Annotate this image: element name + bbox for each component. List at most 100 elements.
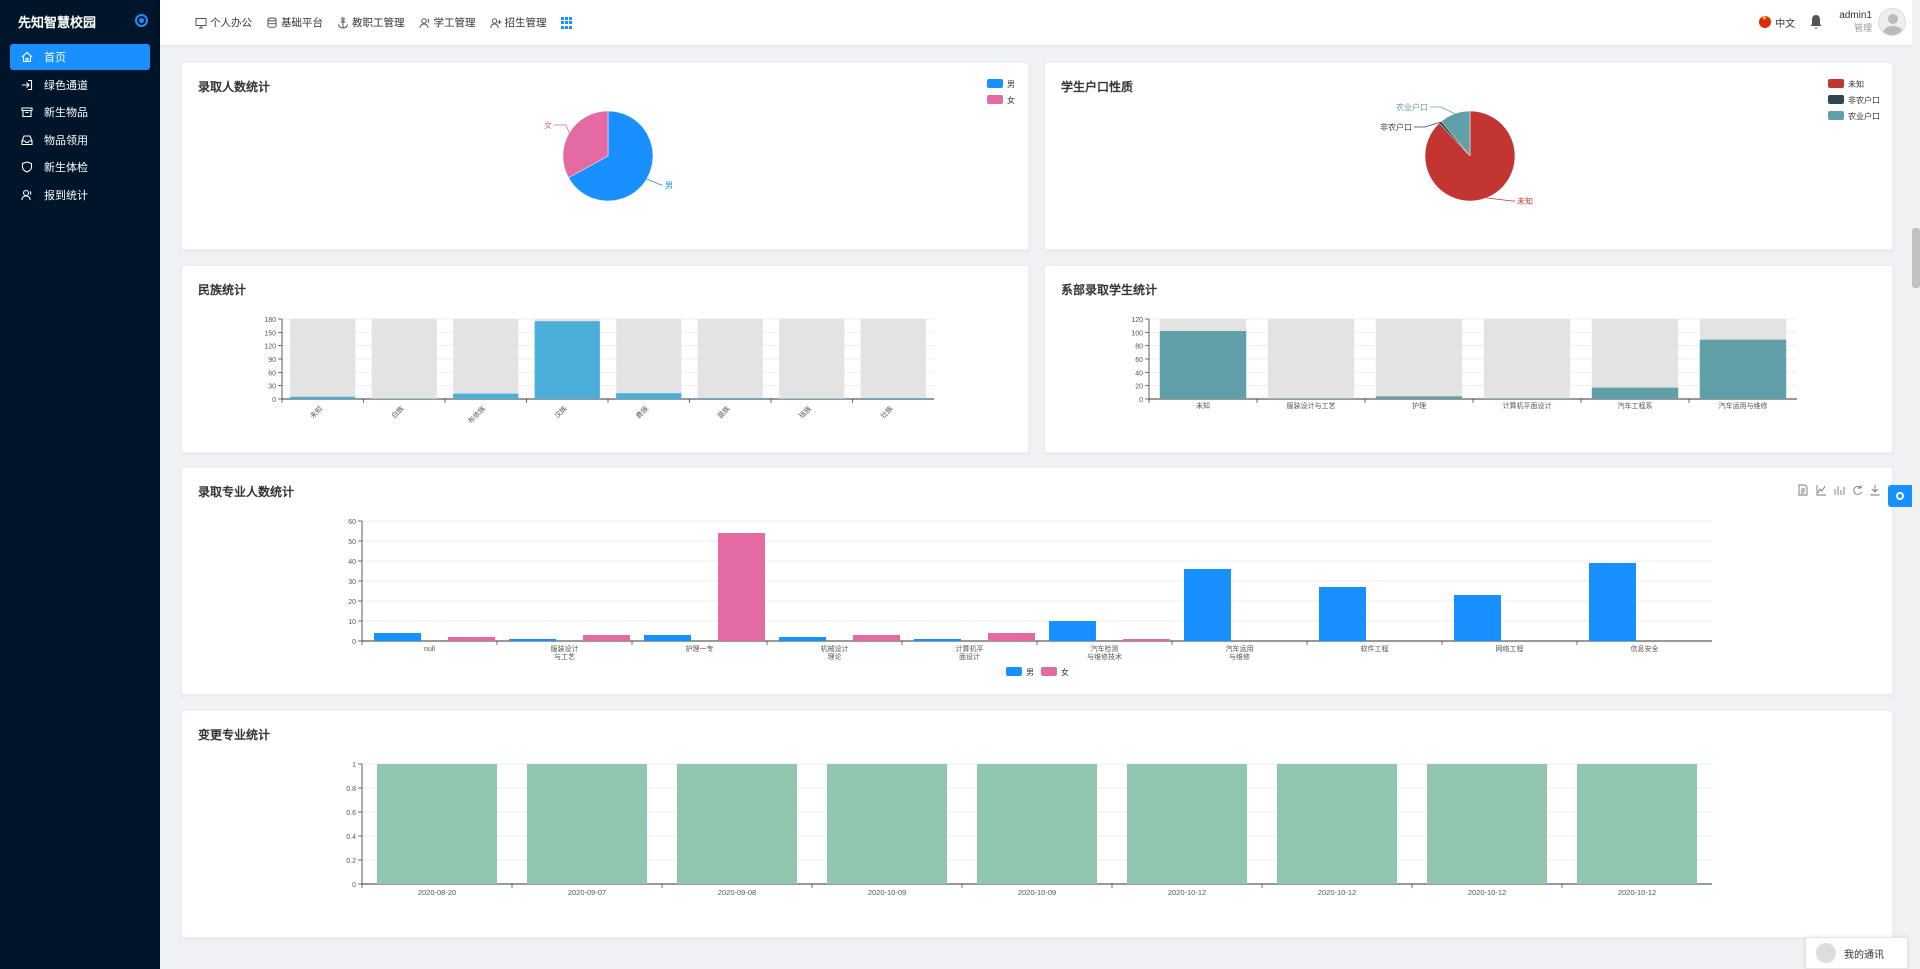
legend-label: 女 xyxy=(1007,95,1015,105)
card-title: 录取人数统计 xyxy=(198,80,271,94)
menu-admissions[interactable]: 招生管理 xyxy=(489,15,547,30)
sidebar-item-item-claim[interactable]: 物品领用 xyxy=(10,127,150,153)
bar-background xyxy=(616,319,682,399)
bar-chart-icon[interactable] xyxy=(1834,486,1845,495)
menu-apps-grid[interactable] xyxy=(560,15,573,30)
x-tick-label: 2020-08-20 xyxy=(418,888,456,897)
bar xyxy=(644,635,691,641)
sidebar: 先知智慧校园 首页 绿色通道 新生物品 物品领用 新生体检 报到统计 xyxy=(0,0,160,969)
bar xyxy=(1277,764,1397,884)
pie-label: 未知 xyxy=(1517,196,1533,206)
bell-icon[interactable] xyxy=(1809,14,1823,30)
x-tick-label: 软件工程 xyxy=(1361,644,1389,653)
x-tick-label: 信息安全 xyxy=(1631,644,1659,653)
legend-label: 女 xyxy=(1061,667,1069,677)
bar-background xyxy=(779,319,845,399)
legend-swatch xyxy=(1006,667,1022,676)
y-tick-label: 0 xyxy=(352,882,356,889)
x-tick-label: 机械设计 xyxy=(821,644,849,653)
settings-toggle-icon[interactable] xyxy=(135,14,148,27)
sidebar-item-medical-check[interactable]: 新生体检 xyxy=(10,154,150,180)
sidebar-item-label: 首页 xyxy=(44,52,66,64)
china-flag-icon[interactable] xyxy=(1759,14,1772,28)
language-switch[interactable]: 中文 xyxy=(1775,18,1796,30)
floating-settings-button[interactable] xyxy=(1888,485,1912,507)
x-tick-label: 与维修 xyxy=(1229,652,1250,661)
sidebar-item-green-channel[interactable]: 绿色通道 xyxy=(10,72,150,98)
bar xyxy=(1375,396,1463,399)
line-chart-icon[interactable] xyxy=(1816,485,1826,496)
x-tick-label: 理论 xyxy=(828,652,842,661)
y-tick-label: 120 xyxy=(1131,317,1143,324)
pie-label-line xyxy=(554,124,570,134)
x-tick-label: 2020-10-09 xyxy=(868,888,906,897)
legend-swatch xyxy=(1041,667,1057,676)
sidebar-item-label: 物品领用 xyxy=(44,134,88,147)
home-icon xyxy=(20,50,34,64)
bar xyxy=(1454,595,1501,641)
bar xyxy=(779,637,826,641)
sidebar-item-home[interactable]: 首页 xyxy=(10,44,150,70)
x-tick-label: 面设计 xyxy=(959,652,980,661)
username: admin1 xyxy=(1839,10,1872,21)
pie-label: 女 xyxy=(544,120,552,130)
x-tick-label: 计算机平面设计 xyxy=(1503,401,1552,410)
y-tick-label: 0.8 xyxy=(346,786,356,793)
menu-base-platform[interactable]: 基础平台 xyxy=(266,15,323,30)
sidebar-item-report-stats[interactable]: 报到统计 xyxy=(10,182,150,208)
menu-staff-management[interactable]: 教职工管理 xyxy=(337,15,405,30)
bar-background xyxy=(860,319,926,399)
x-tick-label: 护理一专 xyxy=(686,644,714,653)
bar xyxy=(697,398,763,399)
refresh-icon[interactable] xyxy=(1853,485,1862,495)
pie-label: 非农户口 xyxy=(1380,122,1412,132)
grid-icon xyxy=(560,17,573,29)
document-icon[interactable] xyxy=(1798,484,1808,496)
x-tick-label: 2020-10-12 xyxy=(1168,888,1206,897)
sidebar-item-new-items[interactable]: 新生物品 xyxy=(10,99,150,125)
menu-label: 个人办公 xyxy=(210,17,252,29)
x-tick-label: 护理 xyxy=(1412,401,1426,410)
bar xyxy=(977,764,1097,884)
bar xyxy=(1319,587,1366,641)
y-tick-label: 180 xyxy=(264,317,276,324)
y-tick-label: 90 xyxy=(268,357,276,364)
database-icon xyxy=(266,17,278,29)
menu-student-affairs[interactable]: 学工管理 xyxy=(419,15,476,30)
legend-swatch xyxy=(1828,111,1844,120)
legend-label: 未知 xyxy=(1848,79,1864,89)
user-info[interactable]: admin1 管理 xyxy=(1839,10,1872,34)
legend-label: 男 xyxy=(1007,80,1015,89)
sidebar-item-label: 报到统计 xyxy=(44,189,88,202)
user-role: 管理 xyxy=(1853,23,1872,33)
chat-label: 我的通讯 xyxy=(1844,949,1884,961)
legend-label: 农业户口 xyxy=(1848,111,1880,121)
scrollbar-thumb[interactable] xyxy=(1912,228,1920,288)
bar-background xyxy=(1483,319,1571,399)
bar xyxy=(1483,398,1571,399)
avatar[interactable] xyxy=(1878,8,1906,36)
top-navbar: 个人办公 基础平台 教职工管理 学工管理 招生管理 中文 admin1 管理 xyxy=(160,0,1920,45)
page-scrollbar[interactable] xyxy=(1912,0,1920,969)
bar xyxy=(616,393,682,399)
login-icon xyxy=(20,78,34,92)
bar-background xyxy=(1591,319,1679,399)
bar xyxy=(453,393,519,399)
y-tick-label: 80 xyxy=(1135,344,1143,351)
menu-label: 教职工管理 xyxy=(352,17,405,29)
x-tick-label: 计算机平 xyxy=(956,644,984,653)
pie-slice xyxy=(568,110,654,202)
download-icon[interactable] xyxy=(1870,485,1880,496)
menu-personal-office[interactable]: 个人办公 xyxy=(195,15,252,30)
sidebar-item-label: 新生体检 xyxy=(44,162,88,174)
pie-label-line xyxy=(1486,197,1515,202)
chat-button[interactable]: 我的通讯 xyxy=(1805,937,1908,969)
card-major-stats: 录取专业人数统计 0 10 20 30 40 50 60 null 服装设计 与工艺 护理一专 机械设… xyxy=(181,467,1893,695)
bar xyxy=(448,637,495,641)
card-major-change: 变更专业统计 0 0.2 0.4 0.6 0.8 1 2020-08-20 2020-09-0… xyxy=(181,710,1893,938)
anchor-icon xyxy=(337,16,349,29)
y-tick-label: 0 xyxy=(352,639,356,646)
top-menu: 个人办公 基础平台 教职工管理 学工管理 招生管理 xyxy=(195,15,587,30)
y-tick-label: 60 xyxy=(348,519,356,526)
y-tick-label: 40 xyxy=(348,559,356,566)
